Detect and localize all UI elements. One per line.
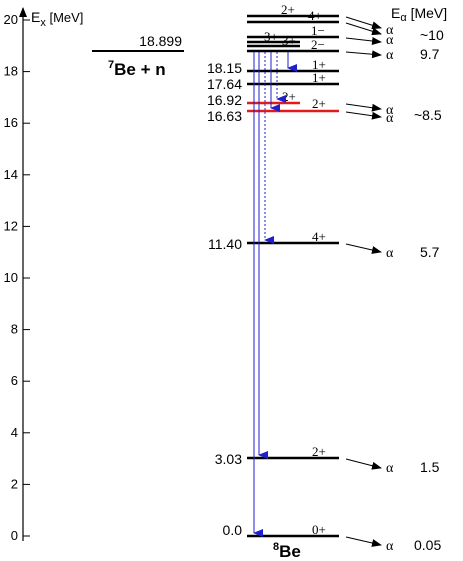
axis-tick-label: 6 bbox=[11, 373, 18, 388]
threshold-group: 18.899 7Be + n bbox=[92, 33, 184, 79]
axis-tick-label: 2 bbox=[11, 476, 18, 491]
axis-tick-label: 4 bbox=[11, 425, 18, 440]
jpi-3plus-a: 3+ bbox=[264, 29, 278, 44]
nucleus-label: 8Be bbox=[273, 541, 301, 561]
alpha-arrow-6 bbox=[345, 111, 382, 120]
axis-tick-label: 10 bbox=[4, 270, 18, 285]
jpi-4plus: 4+ bbox=[312, 229, 326, 244]
alpha-energy-5-7: 5.7 bbox=[420, 244, 440, 260]
alpha-sym-3: α bbox=[386, 48, 394, 63]
alpha-arrow-5 bbox=[345, 103, 382, 112]
alpha-symbols: α α α α α α α α bbox=[386, 23, 394, 554]
axis-tick-label: 20 bbox=[4, 12, 18, 27]
jpi-1plus-b: 1+ bbox=[312, 70, 326, 85]
jpi-1minus: 1− bbox=[311, 23, 325, 38]
jpi-2plus-first: 2+ bbox=[312, 444, 326, 459]
axis-tick-label: 14 bbox=[4, 167, 18, 182]
spin-parity-labels: 2+ 4+ 1− 3+ 3+ 2− 1+ 1+ 2+ 2+ 4+ 2+ 0+ bbox=[264, 2, 326, 537]
alpha-sym-8: α bbox=[386, 539, 394, 554]
jpi-top-2p: 2+ bbox=[281, 2, 295, 17]
energy-label-0-0: 0.0 bbox=[223, 522, 243, 538]
axis-tick-label: 16 bbox=[4, 115, 18, 130]
alpha-arrow-8 bbox=[345, 458, 382, 470]
alpha-decay-arrows bbox=[345, 16, 382, 547]
energy-label-11-40: 11.40 bbox=[208, 236, 242, 252]
jpi-2minus: 2− bbox=[311, 37, 325, 52]
alpha-energy-header: Eα [MeV] bbox=[391, 5, 447, 24]
energy-label-16-63: 16.63 bbox=[207, 108, 242, 124]
energy-label-3-03: 3.03 bbox=[215, 451, 242, 467]
alpha-sym-6: α bbox=[386, 246, 394, 261]
axis-tick-label: 0 bbox=[11, 528, 18, 543]
energy-axis: 0 2 4 6 8 10 12 14 16 18 20 Ex [MeV] bbox=[4, 7, 83, 543]
axis-ticks: 0 2 4 6 8 10 12 14 16 18 20 bbox=[4, 12, 30, 543]
alpha-energy-9-7: 9.7 bbox=[420, 46, 440, 62]
axis-title: Ex [MeV] bbox=[31, 9, 83, 29]
alpha-sym-2: α bbox=[386, 33, 394, 48]
alpha-arrow-3 bbox=[345, 37, 382, 45]
level-energy-labels: 18.15 17.64 16.92 16.63 11.40 3.03 0.0 bbox=[207, 60, 242, 538]
alpha-arrow-2 bbox=[345, 22, 382, 36]
alpha-arrow-4 bbox=[345, 50, 382, 59]
energy-label-16-92: 16.92 bbox=[207, 92, 242, 108]
gamma-transitions bbox=[253, 52, 297, 537]
alpha-arrow-7 bbox=[345, 243, 382, 254]
jpi-3plus-b: 3+ bbox=[282, 33, 296, 48]
alpha-energy-8-5: ~8.5 bbox=[414, 107, 442, 123]
alpha-arrow-9 bbox=[345, 536, 382, 547]
alpha-sym-5: α bbox=[386, 111, 394, 126]
jpi-2plus-a: 2+ bbox=[282, 89, 296, 104]
alpha-energy-1-5: 1.5 bbox=[420, 459, 440, 475]
energy-label-17-64: 17.64 bbox=[207, 76, 242, 92]
jpi-2plus-b: 2+ bbox=[312, 96, 326, 111]
energy-levels bbox=[247, 14, 339, 538]
alpha-sym-7: α bbox=[386, 461, 394, 476]
energy-label-18-15: 18.15 bbox=[207, 60, 242, 76]
alpha-arrow-1 bbox=[345, 16, 382, 30]
jpi-1plus-a: 1+ bbox=[312, 57, 326, 72]
alpha-energy-10: ~10 bbox=[420, 27, 444, 43]
alpha-energies: ~10 9.7 ~8.5 5.7 1.5 0.05 bbox=[414, 27, 444, 553]
jpi-top-4p: 4+ bbox=[308, 8, 322, 23]
axis-tick-label: 18 bbox=[4, 64, 18, 79]
jpi-0plus-ground: 0+ bbox=[312, 522, 326, 537]
axis-tick-label: 8 bbox=[11, 322, 18, 337]
alpha-sym-4: α bbox=[386, 103, 394, 118]
threshold-label: 7Be + n bbox=[108, 59, 166, 79]
alpha-sym-1: α bbox=[386, 23, 394, 38]
threshold-energy: 18.899 bbox=[139, 33, 182, 49]
alpha-energy-0-05: 0.05 bbox=[414, 537, 441, 553]
axis-tick-label: 12 bbox=[4, 218, 18, 233]
